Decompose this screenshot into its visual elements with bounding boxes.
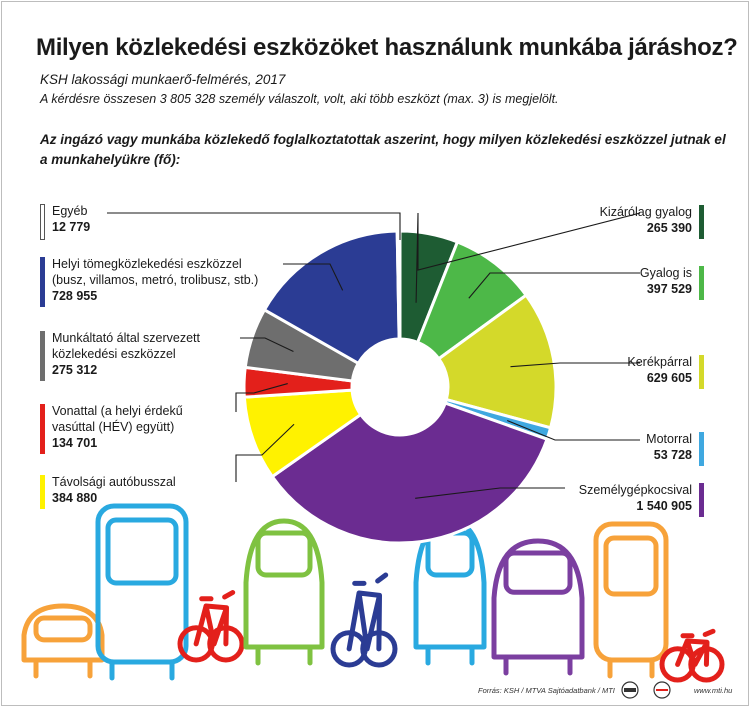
donut-hole xyxy=(353,340,447,434)
leader-line-9 xyxy=(283,263,344,291)
legend-line: közlekedési eszközzel xyxy=(52,347,176,361)
legend-line: (busz, villamos, metró, trolibusz, stb.) xyxy=(52,273,259,287)
legend-gyalog-is: Gyalog is 397 529 xyxy=(640,265,704,300)
legend-color-munkaltato xyxy=(40,331,45,381)
source-credit: Forrás: KSH / MTVA Sajtóadatbank / MTI xyxy=(478,686,615,695)
legend-value-tavolsagi: 384 880 xyxy=(52,491,98,505)
slice-5 xyxy=(270,401,549,545)
leader-lines xyxy=(106,212,641,499)
mtva-logo-icon xyxy=(621,681,639,699)
slice-10 xyxy=(395,229,402,341)
legend-motorral: Motorral 53 728 xyxy=(646,431,704,466)
car-icon xyxy=(491,538,585,676)
leader-line-8 xyxy=(240,337,294,352)
legend-value-egyeb: 12 779 xyxy=(52,220,91,234)
legend-line: vasúttal (HÉV) együtt) xyxy=(52,420,175,434)
legend-line: Kizárólag gyalog xyxy=(599,205,692,219)
legend-value-motor: 53 728 xyxy=(653,448,692,462)
legend-kizarolag-gyalog: Kizárólag gyalog 265 390 xyxy=(600,204,704,239)
leader-line-3 xyxy=(510,362,640,368)
mtva-logo-bar xyxy=(624,688,636,692)
legend-color-vonat xyxy=(40,404,45,454)
slice-9 xyxy=(262,229,401,366)
legend-line: Távolsági autóbusszal xyxy=(52,475,176,489)
legend-value-helyi: 728 955 xyxy=(52,289,98,303)
legend-value-kizarolag: 265 390 xyxy=(646,221,692,235)
legend-color-egyeb xyxy=(40,204,45,240)
legend-color-tavolsagi xyxy=(40,475,45,509)
legend-line: Gyalog is xyxy=(639,266,692,280)
legend-szemelygepkocsi: Személygépkocsival 1 540 905 xyxy=(579,482,704,517)
legend-munkaltato: Munkáltató által szervezett közlekedési e… xyxy=(40,330,200,381)
legend-label-egyeb: Egyéb xyxy=(52,203,90,219)
mti-logos xyxy=(621,681,671,699)
leader-line-5 xyxy=(415,487,565,499)
legend-color-kizarolag xyxy=(699,205,704,239)
legend-line: Kerékpárral xyxy=(627,355,692,369)
bus-icon xyxy=(95,503,189,681)
leader-line-2 xyxy=(468,272,640,299)
leader-line-10 xyxy=(107,212,401,240)
legend-tavolsagi-autobusz: Távolsági autóbusszal 384 880 xyxy=(40,474,176,509)
legend-line: Helyi tömegközlekedési eszközzel xyxy=(52,257,242,271)
leader-line-4 xyxy=(506,420,640,441)
car-icon xyxy=(21,603,105,679)
legend-label-helyi: Helyi tömegközlekedési eszközzel (busz, v… xyxy=(52,256,258,288)
legend-label-kizarolag: Kizárólag gyalog xyxy=(600,204,692,220)
mti-logo-icon xyxy=(653,681,671,699)
website-credit: www.mti.hu xyxy=(694,686,733,695)
legend-kerekparral: Kerékpárral 629 605 xyxy=(627,354,704,389)
legend-color-kerekpar xyxy=(699,355,704,389)
bus-icon xyxy=(593,521,669,679)
legend-line: Egyéb xyxy=(52,204,88,218)
respondent-note: A kérdésre összesen 3 805 328 személy vá… xyxy=(40,92,559,106)
bicycle-icon xyxy=(330,572,398,668)
legend-color-motor xyxy=(699,432,704,466)
legend-value-szemelygepkocsi: 1 540 905 xyxy=(636,499,692,513)
legend-line: Motorral xyxy=(646,432,692,446)
legend-color-gyalog-is xyxy=(699,266,704,300)
bicycle-icon xyxy=(659,628,725,683)
legend-label-motor: Motorral xyxy=(646,431,692,447)
legend-label-munkaltato: Munkáltató által szervezett közlekedési e… xyxy=(52,330,200,362)
legend-value-kerekpar: 629 605 xyxy=(646,371,692,385)
legend-label-gyalog-is: Gyalog is xyxy=(640,265,692,281)
legend-value-vonat: 134 701 xyxy=(52,436,98,450)
legend-egyeb: Egyéb 12 779 xyxy=(40,203,91,240)
leader-line-7 xyxy=(235,383,288,412)
legend-vonat: Vonattal (a helyi érdekű vasúttal (HÉV) e… xyxy=(40,403,183,454)
chart-question: Az ingázó vagy munkába közlekedő foglalk… xyxy=(40,132,726,167)
legend-line: Vonattal (a helyi érdekű xyxy=(52,404,183,418)
legend-line: Munkáltató által szervezett xyxy=(52,331,200,345)
legend-helyi-tomegkozlekedes: Helyi tömegközlekedési eszközzel (busz, v… xyxy=(40,256,258,307)
legend-label-vonat: Vonattal (a helyi érdekű vasúttal (HÉV) e… xyxy=(52,403,183,435)
legend-label-tavolsagi: Távolsági autóbusszal xyxy=(52,474,176,490)
legend-color-helyi xyxy=(40,257,45,307)
donut-slices xyxy=(242,229,558,545)
slice-3 xyxy=(436,293,558,430)
legend-label-kerekpar: Kerékpárral xyxy=(627,354,692,370)
legend-line: Személygépkocsival xyxy=(578,483,692,497)
page-title: Milyen közlekedési eszközöket használunk… xyxy=(36,34,738,61)
car-icon xyxy=(243,518,325,666)
leader-line-1 xyxy=(415,212,641,303)
legend-label-szemelygepkocsi: Személygépkocsival xyxy=(579,482,692,498)
subtitle: KSH lakossági munkaerő-felmérés, 2017 xyxy=(40,72,286,87)
bicycle-icon xyxy=(177,590,245,663)
legend-value-gyalog-is: 397 529 xyxy=(646,282,692,296)
legend-value-munkaltato: 275 312 xyxy=(52,363,98,377)
legend-color-szemelygepkocsi xyxy=(699,483,704,517)
vehicle-illustration xyxy=(21,503,725,683)
leader-line-6 xyxy=(235,423,295,482)
